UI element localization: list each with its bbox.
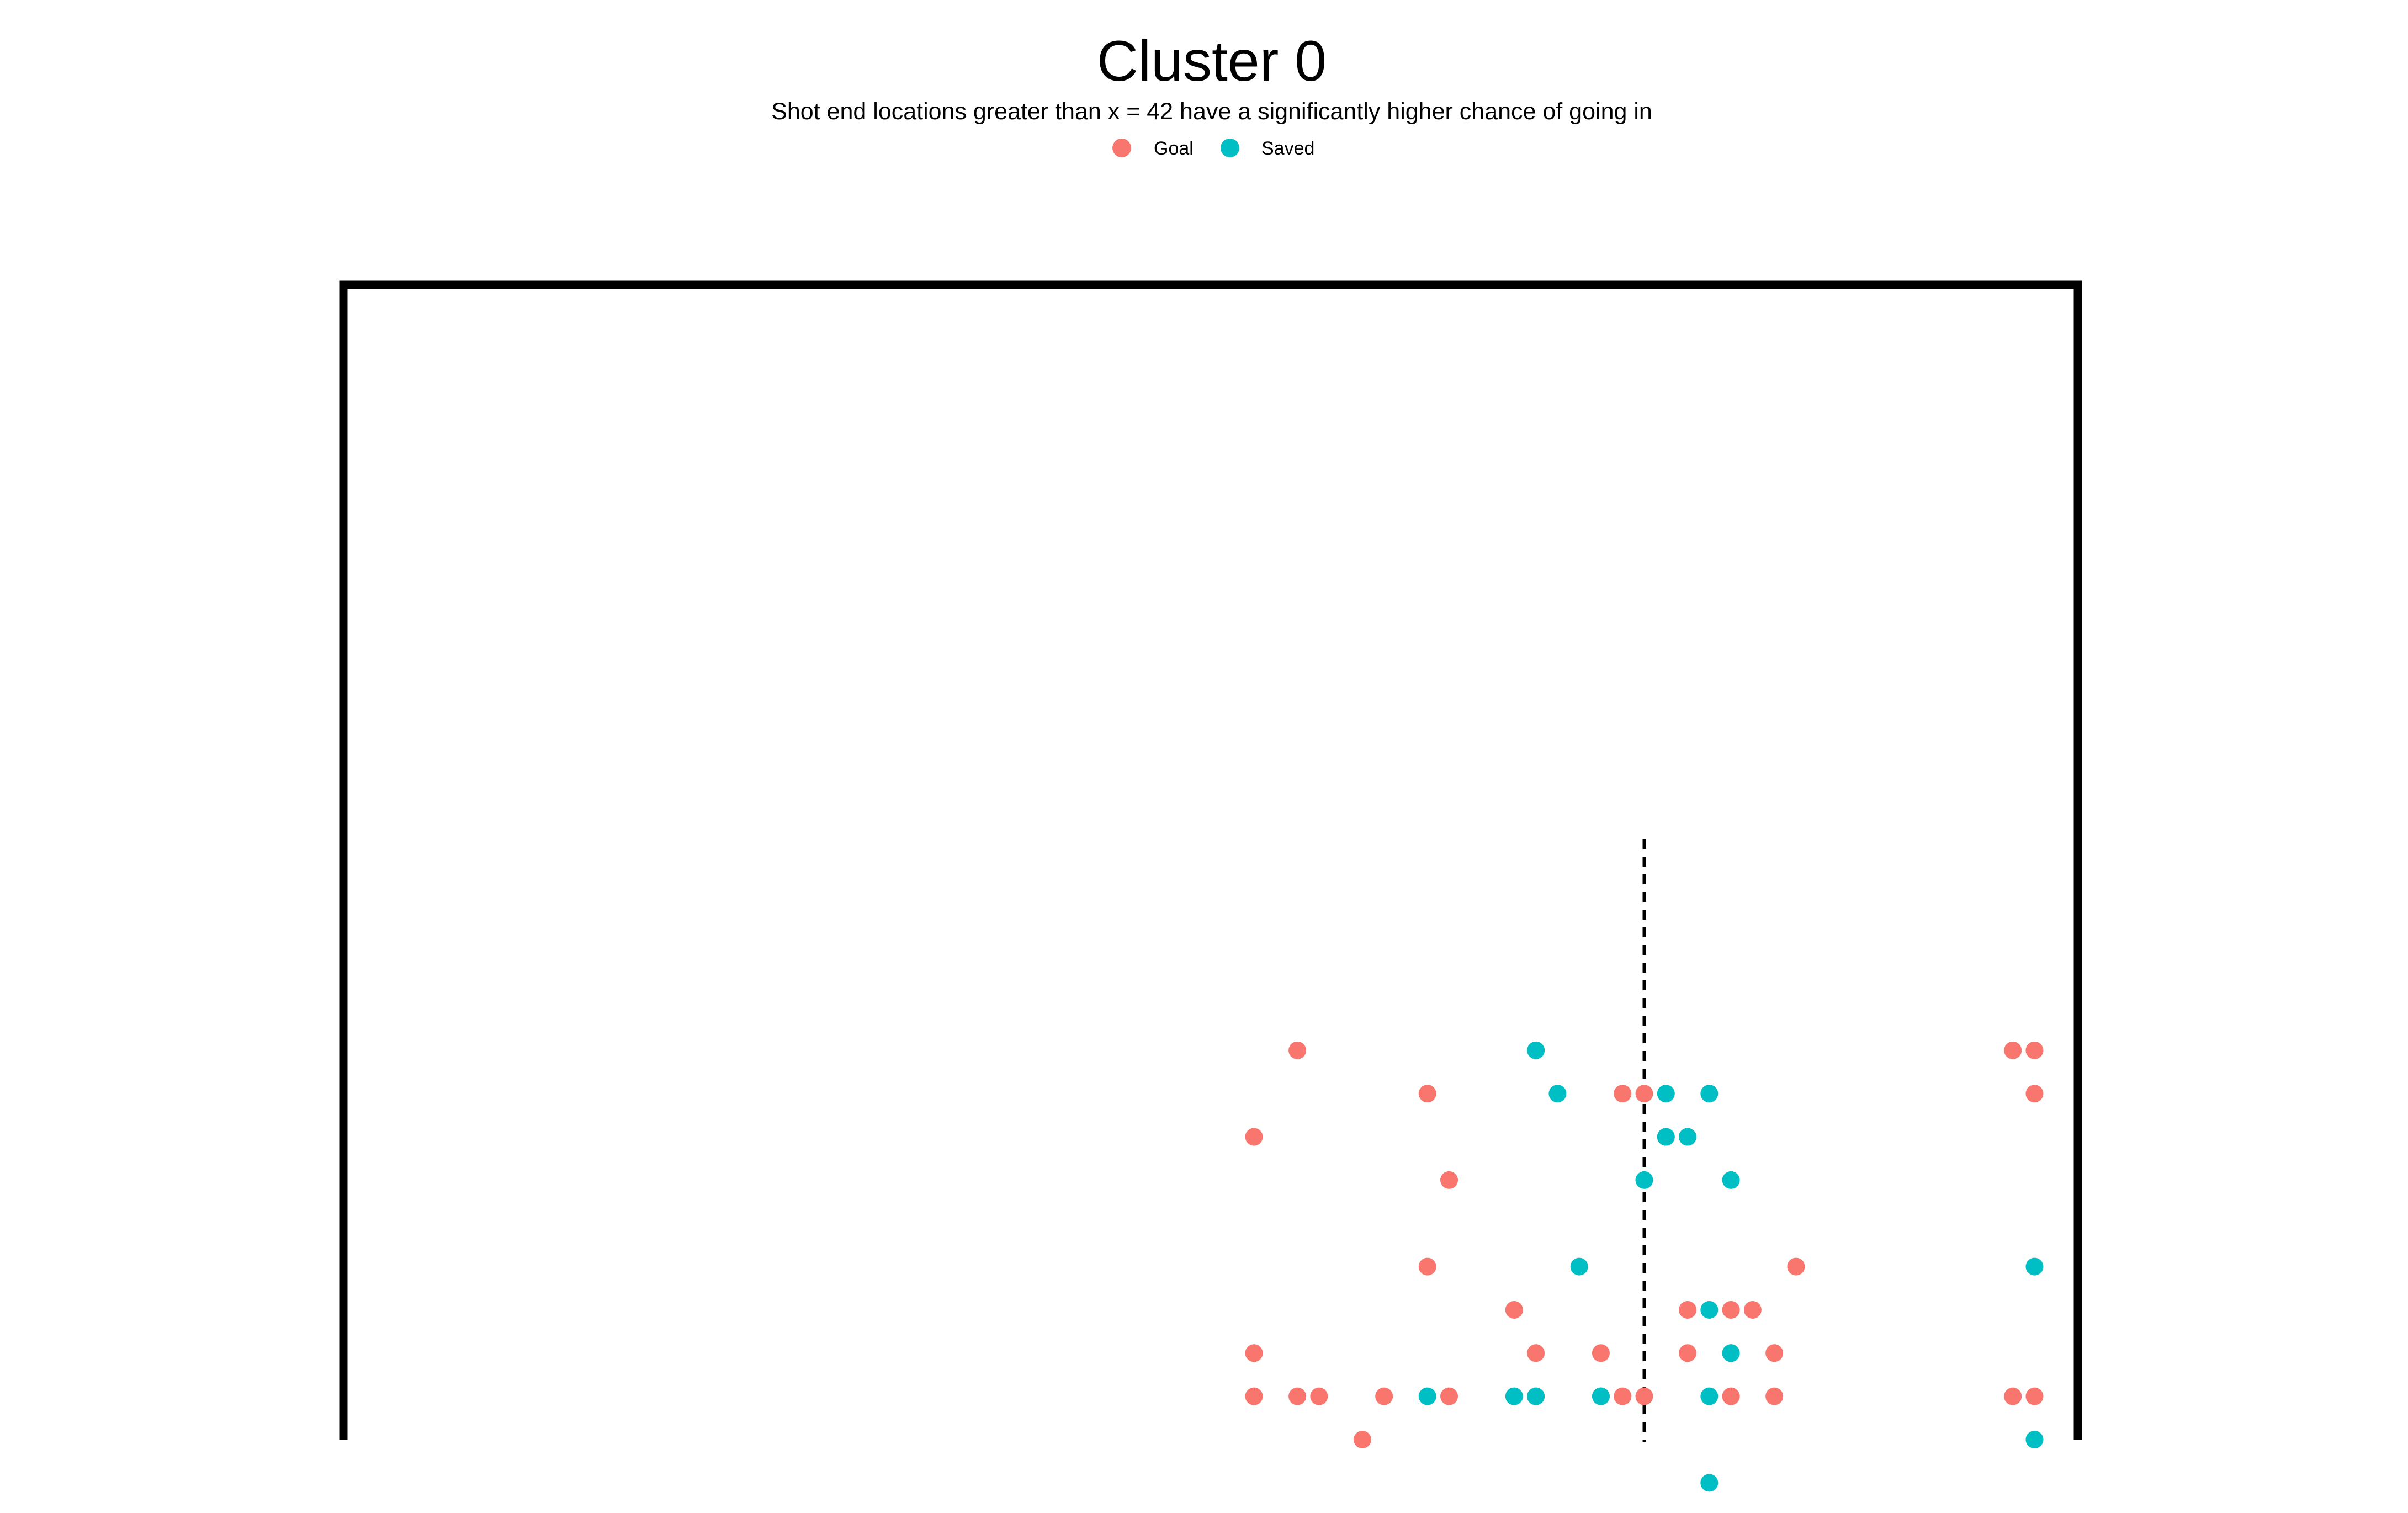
point-saved-0 — [1527, 1041, 1545, 1059]
point-goal-14 — [1679, 1300, 1697, 1319]
point-saved-14 — [1527, 1387, 1545, 1405]
legend: Goal Saved — [1112, 138, 1314, 159]
point-goal-18 — [1527, 1344, 1545, 1362]
chart-subtitle: Shot end locations greater than x = 42 h… — [771, 98, 1652, 125]
point-goal-15 — [1722, 1300, 1740, 1319]
point-goal-32 — [1722, 1387, 1740, 1405]
point-goal-5 — [1635, 1085, 1653, 1103]
point-goal-2 — [2025, 1041, 2044, 1059]
point-saved-18 — [1700, 1474, 1719, 1492]
point-goal-36 — [1353, 1431, 1371, 1448]
goal-posts-and-crossbar — [339, 280, 2082, 1440]
point-goal-1 — [2004, 1041, 2022, 1059]
legend-swatch-saved — [1221, 139, 1239, 157]
point-goal-19 — [1592, 1344, 1610, 1362]
point-goal-35 — [2025, 1387, 2044, 1405]
data-points — [1245, 1041, 2044, 1492]
point-goal-25 — [1310, 1387, 1328, 1405]
point-goal-3 — [1418, 1085, 1436, 1103]
point-goal-23 — [1245, 1387, 1263, 1405]
point-goal-22 — [1765, 1344, 1784, 1362]
point-goal-17 — [1245, 1344, 1263, 1362]
point-saved-10 — [1700, 1300, 1719, 1319]
point-saved-13 — [1505, 1387, 1523, 1405]
point-saved-16 — [1700, 1387, 1719, 1405]
point-goal-33 — [1765, 1387, 1784, 1405]
point-goal-13 — [1505, 1300, 1523, 1319]
point-goal-4 — [1614, 1085, 1632, 1103]
point-goal-31 — [1635, 1387, 1653, 1405]
point-saved-8 — [1570, 1257, 1588, 1276]
point-saved-17 — [2025, 1431, 2044, 1448]
point-goal-6 — [2025, 1085, 2044, 1103]
legend-label-saved: Saved — [1261, 138, 1314, 159]
point-saved-6 — [1635, 1171, 1653, 1189]
point-saved-4 — [1657, 1128, 1675, 1146]
point-goal-0 — [1288, 1041, 1307, 1059]
point-goal-24 — [1288, 1387, 1307, 1405]
point-saved-2 — [1657, 1085, 1675, 1103]
point-goal-11 — [1418, 1257, 1436, 1276]
point-goal-7 — [1245, 1128, 1263, 1146]
point-saved-12 — [1418, 1387, 1436, 1405]
point-goal-10 — [1440, 1171, 1458, 1189]
point-goal-12 — [1787, 1257, 1805, 1276]
point-goal-26 — [1375, 1387, 1393, 1405]
point-saved-9 — [2025, 1257, 2044, 1276]
point-saved-3 — [1700, 1085, 1719, 1103]
point-goal-34 — [2004, 1387, 2022, 1405]
point-goal-20 — [1679, 1344, 1697, 1362]
legend-label-goal: Goal — [1154, 138, 1194, 159]
legend-swatch-goal — [1112, 139, 1131, 157]
point-goal-29 — [1440, 1387, 1458, 1405]
chart-title: Cluster 0 — [1097, 29, 1327, 93]
goal-frame — [339, 280, 2082, 1440]
point-saved-11 — [1722, 1344, 1740, 1362]
point-goal-28 — [1614, 1387, 1632, 1405]
point-saved-7 — [1722, 1171, 1740, 1189]
point-saved-1 — [1548, 1085, 1567, 1103]
point-goal-16 — [1743, 1300, 1762, 1319]
point-saved-5 — [1679, 1128, 1697, 1146]
point-saved-15 — [1592, 1387, 1610, 1405]
